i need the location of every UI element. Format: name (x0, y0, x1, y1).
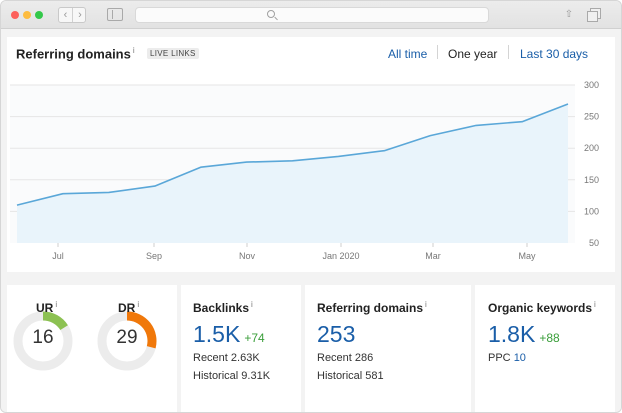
range-all-time[interactable]: All time (388, 47, 428, 61)
referring-domains-value[interactable]: 253 (317, 321, 356, 347)
info-icon[interactable]: i (251, 300, 253, 309)
x-tick-label: Mar (425, 251, 441, 261)
ur-value: 16 (32, 327, 54, 348)
live-links-badge: LIVE LINKS (147, 48, 199, 59)
x-tick-label: May (518, 251, 536, 261)
referring-domains-title: Referring domains i (317, 300, 427, 315)
referring-domains-chart: 50 100 150 200 250 300 Jul Sep Nov Jan 2020 Mar May (10, 80, 599, 261)
organic-keywords-delta: +88 (539, 331, 560, 345)
backlinks-card: Backlinks i 1.5K +74 Recent 2.63K Historic… (181, 285, 301, 412)
gauge-fill (42, 311, 68, 331)
referring-domains-title-text: Referring domains (317, 301, 424, 315)
dr-label-text: DR (118, 301, 136, 315)
info-icon[interactable]: i (132, 46, 135, 55)
series-area (17, 104, 568, 243)
backlinks-recent: Recent 2.63K (193, 352, 260, 364)
ur-label-text: UR (36, 301, 54, 315)
organic-keywords-value[interactable]: 1.8K +88 (488, 321, 560, 348)
info-icon[interactable]: i (594, 300, 596, 309)
y-tick-label: 300 (584, 80, 599, 90)
y-tick-label: 250 (584, 112, 599, 122)
x-tick-label: Jul (52, 251, 64, 261)
y-tick-label: 50 (589, 238, 599, 248)
range-one-year[interactable]: One year (448, 47, 498, 61)
rating-card: UR i 16 DR i 29 (7, 285, 177, 412)
tabs-overview-icon[interactable] (587, 8, 601, 22)
range-divider (508, 45, 509, 59)
info-icon[interactable]: i (137, 300, 140, 309)
dr-value: 29 (116, 327, 138, 348)
x-tick-label: Nov (239, 251, 256, 261)
sidebar-toggle-icon[interactable] (107, 8, 123, 21)
metrics-row: UR i 16 DR i 29 Backlinks i 1.5K +74 Recent … (1, 285, 621, 412)
organic-keywords-count[interactable]: 1.8K (488, 321, 536, 347)
maximize-window-button[interactable] (35, 11, 43, 19)
backlinks-count[interactable]: 1.5K (193, 321, 241, 347)
referring-domains-panel: 50 100 150 200 250 300 Jul Sep Nov Jan 2020 Mar May… (7, 37, 615, 272)
range-last-30-days[interactable]: Last 30 days (520, 47, 589, 61)
organic-keywords-title: Organic keywords i (488, 300, 596, 315)
referring-domains-recent: Recent 286 (317, 352, 374, 364)
backlinks-title: Backlinks i (193, 300, 253, 315)
backlinks-delta: +74 (244, 331, 265, 345)
range-divider (437, 45, 438, 59)
dr-gauge (97, 311, 157, 371)
ur-label: UR i (36, 300, 57, 315)
ppc-value[interactable]: 10 (513, 352, 526, 364)
browser-toolbar: ‹ › ⇧ (1, 1, 621, 29)
forward-button[interactable]: › (78, 9, 82, 21)
backlinks-value[interactable]: 1.5K +74 (193, 321, 265, 348)
x-tick-label: Jan 2020 (322, 251, 359, 261)
referring-domains-card: Referring domains i 253 Recent 286 Histor… (305, 285, 471, 412)
minimize-window-button[interactable] (23, 11, 31, 19)
dr-label: DR i (118, 300, 139, 315)
organic-keywords-card: Organic keywords i 1.8K +88 PPC 10 (475, 285, 615, 412)
info-icon[interactable]: i (425, 300, 427, 309)
close-window-button[interactable] (11, 11, 19, 19)
y-tick-label: 150 (584, 175, 599, 185)
y-tick-label: 200 (584, 143, 599, 153)
organic-keywords-title-text: Organic keywords (488, 301, 593, 315)
chart-title-text: Referring domains (16, 46, 131, 62)
address-bar[interactable] (135, 7, 489, 23)
search-icon (267, 10, 275, 18)
gauge-fill (126, 311, 157, 349)
ppc-line: PPC 10 (488, 352, 526, 364)
info-icon[interactable]: i (55, 300, 58, 309)
backlinks-historical: Historical 9.31K (193, 370, 271, 382)
y-tick-label: 100 (584, 206, 599, 216)
ur-gauge (13, 311, 73, 371)
referring-domains-historical: Historical 581 (317, 370, 384, 382)
ppc-label: PPC (488, 352, 511, 364)
history-nav: ‹ › (58, 7, 86, 23)
back-button[interactable]: ‹ (59, 8, 73, 22)
backlinks-title-text: Backlinks (193, 301, 250, 315)
share-icon[interactable]: ⇧ (564, 9, 574, 20)
x-tick-label: Sep (146, 251, 162, 261)
chart-title: Referring domains i (16, 46, 135, 61)
